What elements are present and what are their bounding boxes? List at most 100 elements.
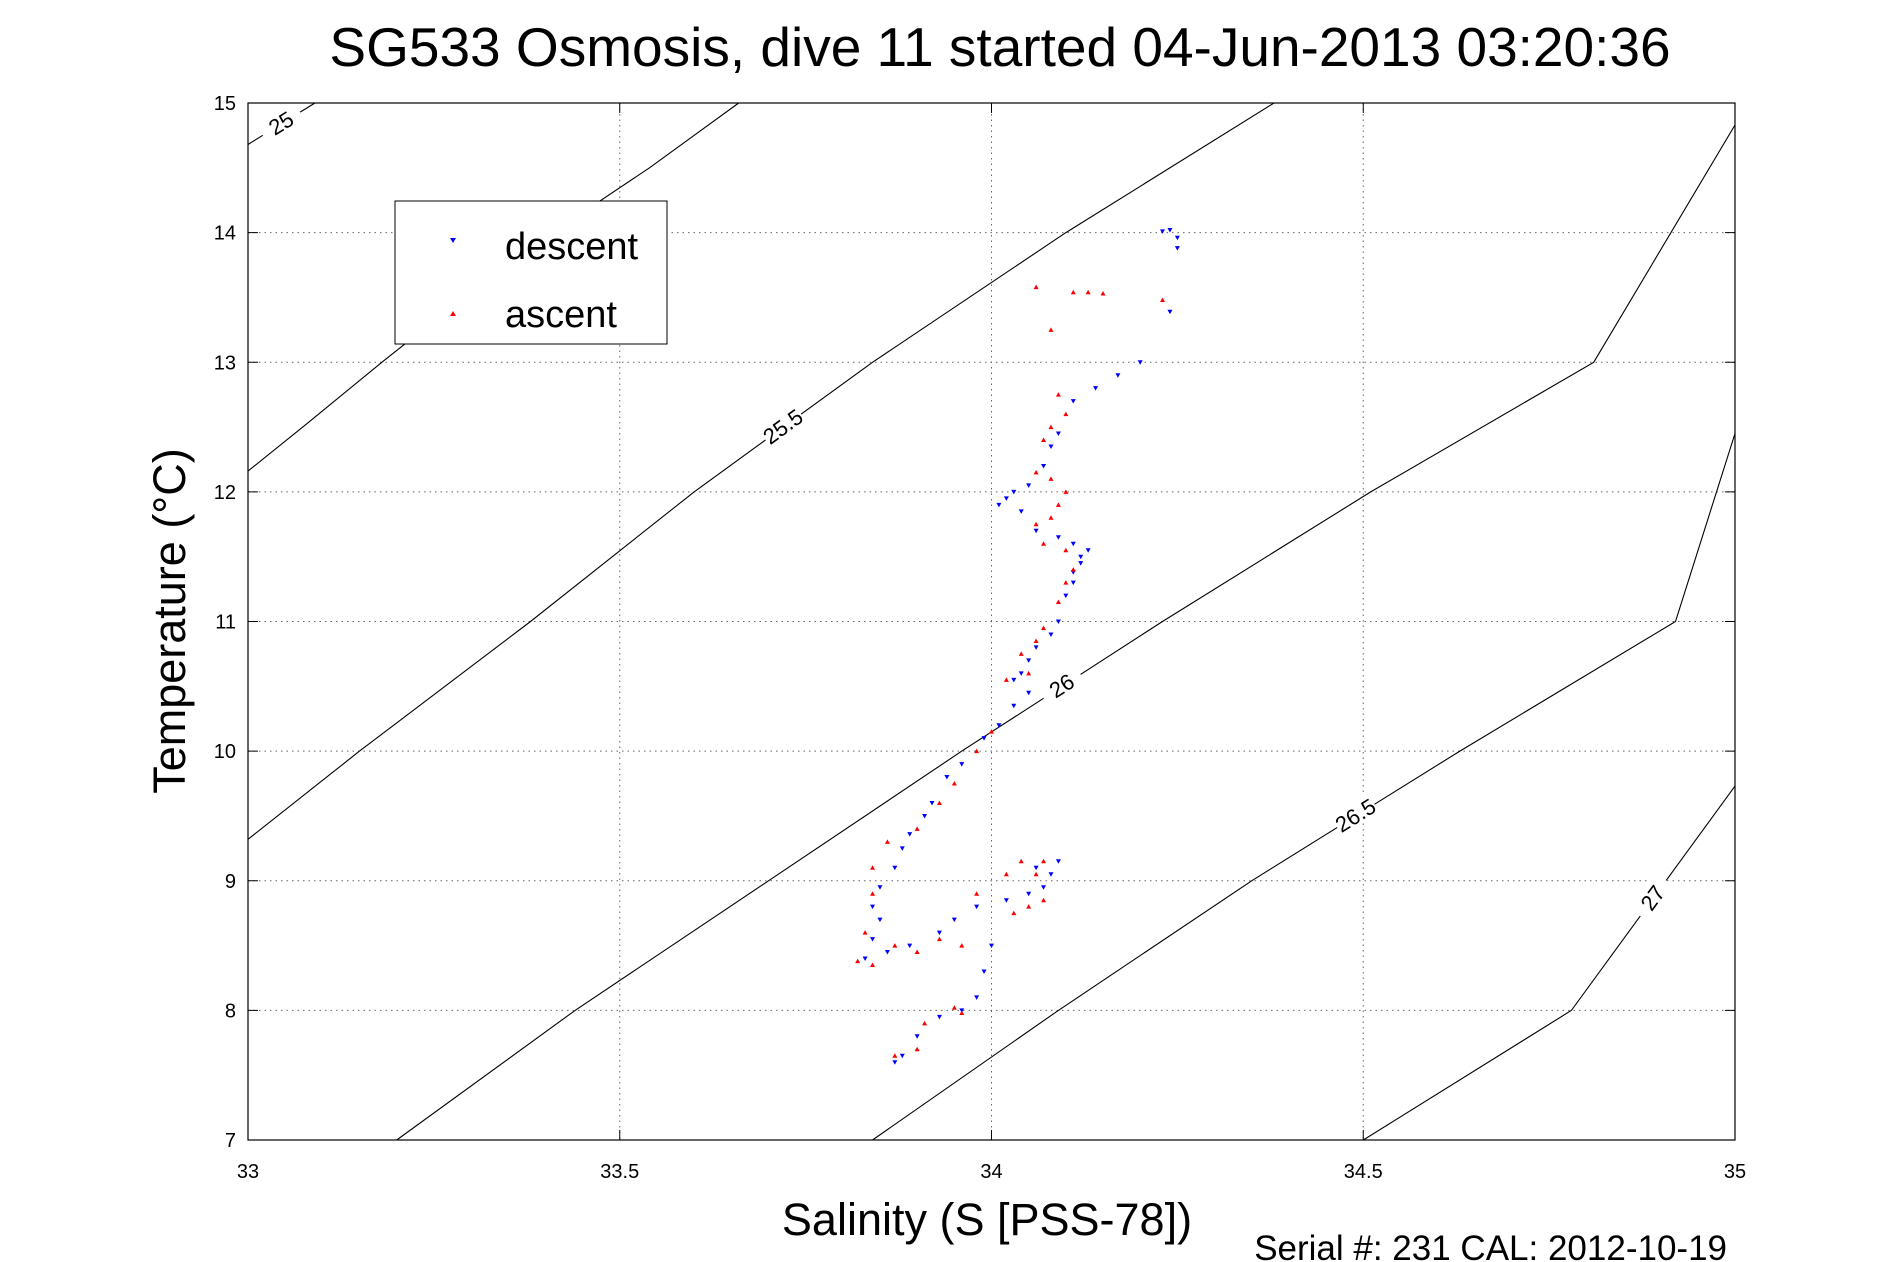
data-point-descent [870, 937, 876, 942]
data-point-descent [1048, 444, 1054, 450]
data-point-ascent [1041, 437, 1047, 443]
data-point-descent [1160, 229, 1166, 234]
data-point-ascent [892, 943, 898, 948]
data-point-ascent [959, 1010, 965, 1015]
data-point-ascent [862, 930, 868, 935]
x-tick-label: 35 [1724, 1161, 1746, 1183]
data-point-ascent [959, 943, 965, 948]
data-point-ascent [989, 729, 994, 734]
data-point-ascent [1041, 858, 1047, 864]
data-point-descent [870, 904, 876, 910]
data-point-ascent [1033, 521, 1039, 527]
data-point-descent [936, 1014, 942, 1020]
data-point-ascent [914, 1046, 920, 1052]
data-point-ascent [1063, 489, 1069, 494]
data-point-ascent [1033, 284, 1039, 290]
data-point-descent [1026, 483, 1032, 488]
data-point-descent [1033, 645, 1039, 650]
data-point-ascent [1033, 469, 1039, 475]
data-point-descent [1055, 535, 1061, 540]
data-point-descent [1093, 386, 1099, 391]
data-points [855, 228, 1180, 1065]
data-point-ascent [1100, 291, 1106, 296]
data-point-descent [996, 723, 1002, 728]
data-point-descent [981, 969, 987, 974]
legend-marker-ascent [450, 311, 456, 316]
data-point-descent [1167, 228, 1173, 233]
data-point-ascent [922, 1020, 928, 1026]
contour-label-bg [1329, 792, 1380, 837]
data-point-ascent [1018, 651, 1024, 656]
data-point-descent [899, 1053, 905, 1059]
data-point-descent [974, 995, 980, 1000]
data-point-descent [1041, 463, 1047, 469]
data-point-ascent [974, 891, 980, 896]
data-point-descent [877, 917, 883, 923]
data-point-ascent [1063, 411, 1069, 417]
data-point-ascent [855, 958, 861, 964]
data-point-ascent [1070, 289, 1076, 295]
data-point-ascent [1055, 599, 1061, 605]
contour-line [1363, 785, 1736, 1141]
data-point-ascent [1003, 871, 1009, 877]
data-point-ascent [1018, 858, 1024, 864]
data-point-ascent [892, 1053, 898, 1058]
serial-cal-footer: Serial #: 231 CAL: 2012-10-19 [1254, 1229, 1727, 1262]
data-point-descent [944, 775, 950, 780]
data-point-descent [936, 930, 942, 936]
data-point-ascent [1041, 625, 1047, 630]
data-point-descent [1115, 373, 1121, 378]
data-point-ascent [936, 936, 942, 942]
data-point-descent [1048, 872, 1054, 877]
x-axis-label: Salinity (S [PSS-78]) [782, 1194, 1192, 1245]
data-point-ascent [884, 839, 890, 844]
contour-label-bg [255, 100, 306, 144]
data-point-descent [1003, 496, 1009, 501]
data-point-descent [907, 832, 913, 837]
data-point-descent [877, 885, 883, 890]
data-point-ascent [1048, 515, 1054, 520]
data-point-descent [892, 1060, 898, 1065]
data-point-ascent [1041, 897, 1047, 903]
data-point-descent [1048, 632, 1054, 637]
data-point-ascent [1055, 502, 1061, 507]
data-point-descent [1026, 690, 1032, 696]
data-point-descent [1003, 898, 1009, 903]
contour-label-bg [757, 402, 807, 449]
data-point-ascent [1011, 910, 1017, 916]
data-point-descent [1174, 235, 1180, 241]
data-point-descent [1018, 509, 1024, 514]
y-tick-label: 10 [214, 741, 236, 763]
data-point-descent [1018, 671, 1024, 676]
data-point-ascent [1048, 476, 1054, 481]
data-point-ascent [1026, 904, 1032, 909]
data-point-ascent [1063, 547, 1069, 553]
data-point-descent [1167, 309, 1173, 315]
data-point-ascent [951, 781, 957, 786]
data-point-ascent [1055, 392, 1061, 397]
x-axis-ticks: 33 33.5 34 34.5 35 [237, 103, 1746, 1183]
y-tick-label: 11 [215, 612, 236, 634]
data-point-descent [974, 904, 980, 910]
data-point-ascent [914, 949, 920, 955]
data-point-descent [989, 943, 994, 949]
y-axis-ticks: 7 8 9 10 11 12 13 14 15 [214, 93, 1735, 1152]
data-point-ascent [951, 1005, 957, 1010]
data-point-descent [914, 1034, 920, 1039]
data-point-descent [1137, 360, 1143, 365]
data-point-ascent [1033, 638, 1039, 643]
x-tick-label: 33.5 [600, 1161, 639, 1183]
x-tick-label: 34.5 [1344, 1161, 1383, 1183]
x-tick-label: 33 [237, 1161, 259, 1183]
data-point-descent [981, 736, 987, 741]
data-point-ascent [1003, 677, 1009, 682]
legend-label-ascent: ascent [505, 294, 617, 336]
legend-box [394, 200, 668, 345]
data-point-descent [1026, 658, 1032, 663]
y-tick-label: 9 [225, 871, 236, 893]
data-point-descent [922, 813, 928, 819]
data-point-descent [1085, 548, 1091, 553]
contour-label-bg [1628, 872, 1675, 922]
data-point-descent [884, 950, 890, 955]
data-point-ascent [1033, 871, 1039, 877]
